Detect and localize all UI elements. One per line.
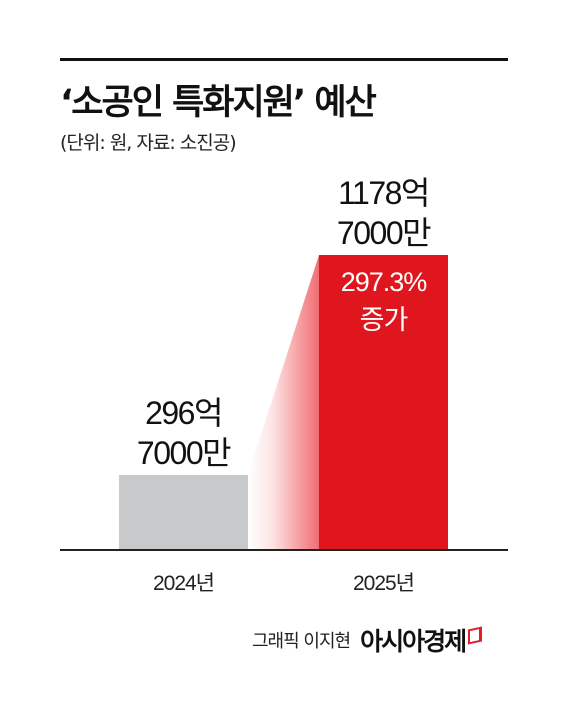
x-axis-baseline: [60, 549, 508, 551]
increase-annotation-0: 297.3%: [341, 267, 428, 297]
x-tick-label-0: 2024년: [153, 572, 214, 595]
brand-logo: 아시아경제: [360, 627, 467, 656]
bar-2024: [119, 474, 248, 549]
credit: 그래픽 이지현 아시아경제: [252, 622, 483, 658]
data-label-0-0: 296억: [145, 395, 222, 431]
brand-mark-icon: [468, 626, 483, 644]
x-tick-label-1: 2025년: [353, 572, 414, 595]
chart-title: ‘소공인 특화지원’ 예산: [60, 83, 377, 123]
graphic-credit: 그래픽 이지현: [252, 631, 351, 652]
data-label-1-0: 1178억: [338, 175, 429, 211]
growth-connector: [248, 255, 319, 549]
chart-subtitle: (단위: 원, 자료: 소진공): [60, 132, 237, 154]
top-rule: [60, 58, 508, 61]
increase-annotation-1: 증가: [360, 305, 408, 335]
bar-2025: [319, 255, 448, 549]
data-label-0-1: 7000만: [137, 435, 231, 471]
data-label-1-1: 7000만: [337, 215, 431, 251]
